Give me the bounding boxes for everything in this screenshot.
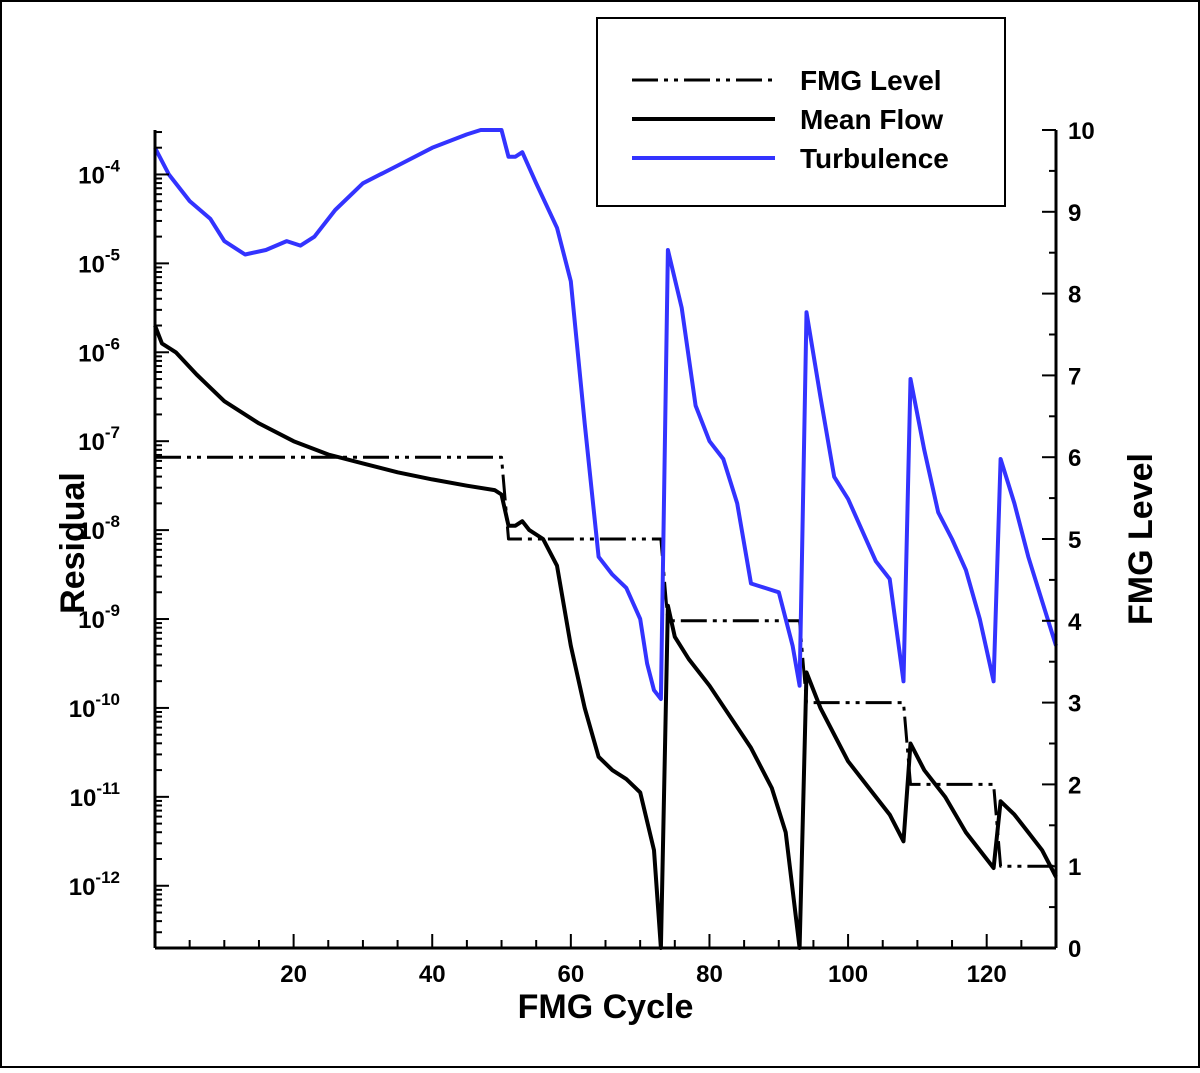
x-tick-label: 80 xyxy=(696,961,723,988)
legend-box xyxy=(596,17,1006,207)
y-tick-exponent: -11 xyxy=(96,779,120,798)
y-tick-exponent: -7 xyxy=(105,423,120,442)
y2-tick-label: 3 xyxy=(1068,691,1081,718)
y-tick-exponent: -6 xyxy=(105,334,120,353)
y-axis-title: Residual xyxy=(54,472,92,614)
y2-tick-label: 7 xyxy=(1068,363,1081,390)
x-tick-label: 20 xyxy=(280,961,307,988)
y2-axis-title: FMG Level xyxy=(1122,453,1160,625)
y2-tick-label: 5 xyxy=(1068,527,1081,554)
y-tick-label: 10-12 xyxy=(69,868,120,901)
series-line-turbulence xyxy=(153,128,1058,701)
y-tick-exponent: -4 xyxy=(105,156,121,175)
y-tick-exponent: -8 xyxy=(105,512,120,531)
y2-tick-label: 8 xyxy=(1068,282,1081,309)
y-tick-exponent: -12 xyxy=(95,868,120,887)
y-tick-label: 10-6 xyxy=(78,334,120,367)
x-tick-label: 120 xyxy=(967,961,1007,988)
x-tick-label: 60 xyxy=(557,961,584,988)
y2-tick-label: 6 xyxy=(1068,445,1081,472)
y2-tick-label: 2 xyxy=(1068,772,1081,799)
y-tick-label: 10-10 xyxy=(69,690,120,723)
x-tick-label: 40 xyxy=(419,961,446,988)
y2-tick-label: 0 xyxy=(1068,936,1081,963)
y-tick-exponent: -5 xyxy=(105,245,120,264)
x-tick-label: 100 xyxy=(828,961,868,988)
y-tick-exponent: -9 xyxy=(105,601,120,620)
y-tick-exponent: -10 xyxy=(95,690,120,709)
y2-tick-label: 10 xyxy=(1068,118,1095,145)
series-line-fmg-level xyxy=(155,455,1056,868)
y2-tick-label: 4 xyxy=(1068,609,1082,636)
y-tick-label: 10-4 xyxy=(78,156,120,189)
legend-label-mean-flow: Mean Flow xyxy=(800,104,943,135)
legend-label-turbulence: Turbulence xyxy=(800,143,949,174)
y2-tick-label: 9 xyxy=(1068,200,1081,227)
x-axis-title: FMG Cycle xyxy=(518,988,694,1026)
y-tick-label: 10-7 xyxy=(78,423,120,456)
y2-tick-label: 1 xyxy=(1068,854,1081,881)
legend-label-fmg-level: FMG Level xyxy=(800,65,942,96)
